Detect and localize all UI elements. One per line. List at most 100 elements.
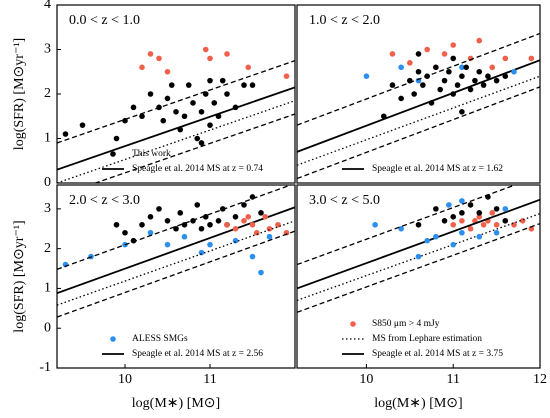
data-point bbox=[160, 117, 167, 124]
data-point bbox=[249, 82, 256, 88]
legend-label: Speagle et al. 2014 MS at z = 0.74 bbox=[132, 164, 263, 174]
ms-line bbox=[57, 86, 295, 171]
data-point bbox=[398, 95, 404, 102]
data-point bbox=[232, 214, 239, 220]
data-point bbox=[480, 82, 487, 88]
data-point bbox=[463, 64, 470, 71]
ms-line bbox=[297, 75, 540, 166]
x-tick-label: 11 bbox=[203, 372, 216, 387]
data-point bbox=[502, 206, 509, 212]
data-point bbox=[113, 221, 120, 228]
data-point bbox=[467, 202, 474, 208]
data-point bbox=[147, 91, 154, 97]
y-tick-label: 4 bbox=[44, 0, 51, 12]
data-point bbox=[139, 113, 145, 120]
data-point bbox=[211, 100, 218, 106]
data-point bbox=[415, 221, 422, 228]
legend-symbol bbox=[110, 151, 116, 157]
ms-line bbox=[297, 185, 517, 266]
data-point bbox=[450, 221, 457, 228]
y-tick-label: 0 bbox=[44, 175, 51, 190]
x-axis-label: log(M∗) [M⊙] bbox=[132, 396, 220, 411]
y-tick-label: 1 bbox=[44, 281, 51, 296]
panel bbox=[57, 185, 295, 318]
data-point bbox=[441, 77, 448, 84]
data-point bbox=[266, 225, 273, 232]
data-point bbox=[446, 68, 452, 75]
legend-label: ALESS SMGs bbox=[132, 334, 188, 344]
data-point bbox=[245, 64, 252, 71]
data-point bbox=[202, 46, 209, 53]
legend-symbol bbox=[350, 321, 356, 327]
data-point bbox=[433, 64, 439, 71]
data-point bbox=[411, 91, 417, 97]
data-point bbox=[398, 225, 404, 232]
data-point bbox=[502, 218, 509, 224]
ms-line bbox=[297, 86, 540, 180]
data-point bbox=[62, 131, 69, 137]
data-point bbox=[207, 122, 213, 128]
data-point bbox=[232, 225, 239, 232]
data-point bbox=[476, 214, 483, 220]
data-point bbox=[476, 37, 483, 44]
data-point bbox=[139, 64, 145, 71]
data-point bbox=[493, 206, 500, 212]
data-point bbox=[454, 82, 461, 88]
data-point bbox=[493, 77, 500, 84]
data-point bbox=[450, 55, 457, 62]
data-point bbox=[168, 82, 175, 88]
data-point bbox=[372, 221, 378, 228]
data-point bbox=[207, 221, 213, 228]
data-point bbox=[122, 229, 128, 236]
data-point bbox=[224, 51, 230, 57]
data-point bbox=[459, 210, 465, 216]
data-point bbox=[489, 64, 496, 71]
data-point bbox=[173, 109, 179, 115]
ms-line bbox=[297, 222, 540, 313]
data-point bbox=[164, 218, 171, 224]
y-tick-label: 3 bbox=[44, 201, 51, 216]
legend-label: This work bbox=[132, 149, 171, 159]
data-point bbox=[207, 77, 213, 84]
data-point bbox=[224, 221, 230, 228]
data-point bbox=[198, 249, 205, 256]
data-point bbox=[215, 218, 222, 224]
data-point bbox=[156, 206, 162, 212]
data-point bbox=[258, 210, 264, 216]
legend-label: MS from Lephare estimation bbox=[372, 333, 482, 344]
legend-label: Speagle et al. 2014 MS at z = 3.75 bbox=[372, 349, 503, 359]
data-point bbox=[241, 218, 247, 224]
data-point bbox=[485, 73, 491, 79]
panel bbox=[297, 185, 540, 313]
data-point bbox=[198, 140, 205, 146]
data-point bbox=[476, 68, 483, 75]
data-point bbox=[415, 253, 422, 260]
data-point bbox=[528, 225, 535, 232]
ms-line bbox=[93, 113, 295, 183]
data-point bbox=[389, 82, 396, 88]
x-tick-label: 12 bbox=[533, 372, 547, 387]
data-point bbox=[441, 51, 448, 57]
panel-label: 0.0 < z < 1.0 bbox=[69, 13, 140, 28]
legend-label: S850 μm > 4 mJy bbox=[372, 319, 440, 329]
data-point bbox=[476, 233, 483, 240]
data-point bbox=[164, 95, 171, 102]
data-point bbox=[139, 221, 145, 228]
y-tick-label: 0 bbox=[44, 320, 51, 335]
panel bbox=[57, 46, 295, 183]
data-point bbox=[450, 91, 457, 97]
data-point bbox=[493, 221, 500, 228]
data-point bbox=[480, 221, 487, 228]
panel-frame bbox=[56, 4, 296, 184]
legend-symbol bbox=[110, 336, 116, 342]
data-point bbox=[437, 86, 443, 93]
ms-line bbox=[57, 185, 293, 270]
panel-frame bbox=[56, 184, 296, 369]
data-point bbox=[450, 42, 457, 48]
ms-line bbox=[57, 206, 295, 295]
data-point bbox=[224, 91, 230, 97]
data-point bbox=[446, 202, 452, 208]
y-axis-label: log(SFR) [M⊙yr⁻¹] bbox=[12, 38, 27, 150]
ms-line bbox=[57, 230, 295, 318]
